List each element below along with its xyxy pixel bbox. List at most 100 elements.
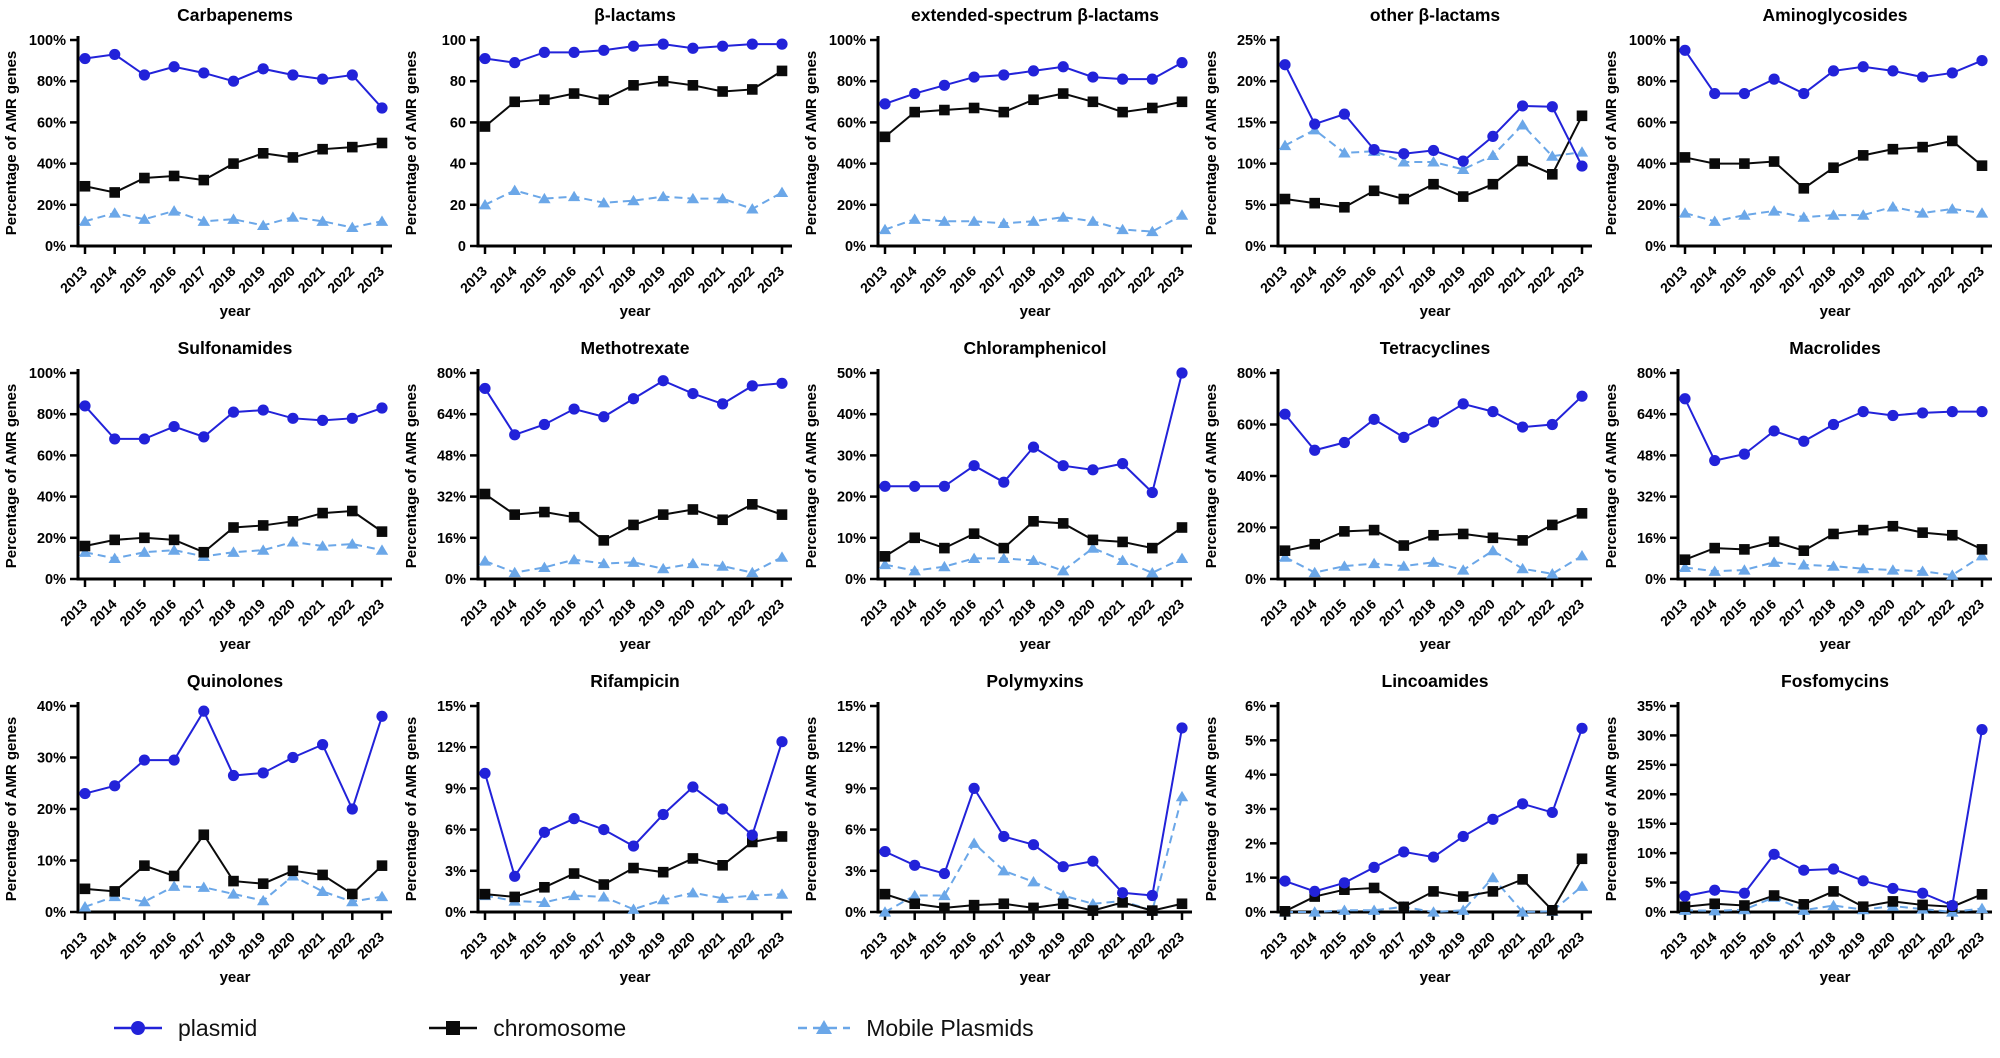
y-tick-label: 5%	[1245, 733, 1266, 749]
chromosome-legend-marker	[429, 1021, 478, 1035]
x-tick-label: 2017	[176, 263, 209, 296]
x-axis-title: year	[1820, 636, 1851, 653]
x-tick-label: 2021	[694, 263, 727, 296]
y-axis-title: Percentage of AMR genes	[403, 384, 420, 569]
x-tick-label: 2023	[1154, 596, 1187, 629]
y-axis-title: Percentage of AMR genes	[3, 717, 20, 902]
series-markers-mobile-plasmids	[78, 870, 389, 912]
x-tick-label: 2022	[724, 263, 757, 296]
x-tick-label: 2023	[354, 263, 387, 296]
legend-item-mobile-plasmids: Mobile Plasmids	[796, 1015, 1034, 1042]
y-tick-label: 40%	[1237, 469, 1266, 485]
x-tick-label: 2014	[1686, 929, 1719, 962]
x-tick-label: 2014	[1286, 596, 1319, 629]
x-axis-title: year	[1020, 969, 1051, 986]
x-tick-label: 2022	[1924, 929, 1957, 962]
series-line-mobile-plasmids	[484, 189, 783, 211]
x-tick-label: 2018	[605, 263, 638, 296]
x-tick-label: 2013	[1257, 263, 1290, 296]
chart-panel-chloramphenicol: Chloramphenicol 0% 10% 20% 30% 40% 50% 2013 2014…	[800, 333, 1200, 666]
y-tick-label: 80%	[1637, 366, 1666, 382]
y-axis-title: Percentage of AMR genes	[803, 717, 820, 902]
series-markers-chromosome	[879, 88, 1188, 143]
x-tick-label: 2020	[1465, 929, 1498, 962]
x-tick-label: 2020	[265, 929, 298, 962]
x-tick-label: 2020	[1065, 596, 1098, 629]
y-tick-label: 0%	[845, 905, 866, 921]
series-markers-chromosome	[479, 488, 788, 546]
x-tick-label: 2020	[1465, 596, 1498, 629]
x-axis-title: year	[1420, 969, 1451, 986]
y-tick-label: 3%	[845, 864, 866, 880]
x-tick-label: 2019	[1035, 263, 1068, 296]
series-markers-chromosome	[1679, 135, 1988, 194]
x-tick-label: 2019	[635, 596, 668, 629]
y-tick-label: 100%	[1629, 33, 1666, 49]
series-markers-plasmid	[1279, 722, 1588, 897]
chart-panel-extended-spectrum-lactams: extended-spectrum β-lactams 0% 20% 40% 60% 80…	[800, 0, 1200, 333]
chart-panel-macrolides: Macrolides 0% 16% 32% 48% 64% 80% 2013 2014 2015 2…	[1600, 333, 2000, 666]
x-tick-label: 2023	[754, 929, 787, 962]
y-axis-title: Percentage of AMR genes	[803, 51, 820, 236]
x-tick-label: 2021	[1494, 929, 1527, 962]
chart-panel-sulfonamides: Sulfonamides 0% 20% 40% 60% 80% 100% 2013 2014 20…	[0, 333, 400, 666]
x-tick-label: 2016	[946, 929, 979, 962]
chart-svg: Chloramphenicol 0% 10% 20% 30% 40% 50% 20132014…	[803, 338, 1192, 653]
x-tick-label: 2021	[1094, 596, 1127, 629]
x-tick-label: 2022	[724, 596, 757, 629]
mobile-plasmids-legend-marker	[798, 1020, 851, 1034]
series-markers-chromosome	[79, 829, 388, 900]
x-axis-title: year	[620, 969, 651, 986]
chart-svg: Macrolides0%16%32%48%64%80%2013201420152…	[1603, 338, 1992, 653]
x-tick-label: 2013	[57, 263, 90, 296]
x-tick-label: 2023	[754, 263, 787, 296]
y-tick-label: 48%	[1637, 448, 1666, 464]
y-tick-label: 100	[442, 33, 466, 49]
chart-title: Fosfomycins	[1781, 671, 1889, 691]
chart-panel-carbapenems: Carbapenems 0% 20% 40% 60% 80% 100% 2013 2014 201…	[0, 0, 400, 333]
x-tick-label: 2019	[235, 263, 268, 296]
y-tick-label: 15%	[437, 699, 466, 715]
x-tick-label: 2013	[857, 596, 890, 629]
series-markers-chromosome	[479, 831, 788, 903]
x-axis-title: year	[220, 636, 251, 653]
x-tick-label: 2016	[1746, 263, 1779, 296]
x-tick-label: 2018	[1005, 263, 1038, 296]
chart-title: Carbapenems	[177, 5, 293, 25]
x-tick-label: 2014	[486, 596, 519, 629]
y-tick-label: 20%	[37, 198, 66, 214]
y-tick-label: 100%	[29, 366, 66, 382]
series-markers-plasmid	[479, 38, 788, 69]
x-axis-title: year	[1020, 636, 1051, 653]
x-tick-label: 2020	[265, 596, 298, 629]
x-tick-label: 2016	[946, 596, 979, 629]
x-tick-label: 2015	[1316, 263, 1349, 296]
x-tick-label: 2019	[235, 596, 268, 629]
y-tick-label: 3%	[445, 864, 466, 880]
x-tick-label: 2022	[1124, 263, 1157, 296]
chart-svg: Methotrexate0%16%32%48%64%80%20132014201…	[403, 338, 792, 653]
x-tick-label: 2023	[1954, 929, 1987, 962]
y-axis-title: Percentage of AMR genes	[3, 51, 20, 236]
x-tick-label: 2013	[857, 263, 890, 296]
x-tick-label: 2017	[176, 596, 209, 629]
chart-panel-lincoamides: Lincoamides 0% 1% 2% 3% 4% 5% 6% 2013 2014 2015 201…	[1200, 666, 1600, 999]
chart-panel-polymyxins: Polymyxins 0% 3% 6% 9% 12% 15% 2013 2014 2015 2016…	[800, 666, 1200, 999]
y-axis-title: Percentage of AMR genes	[403, 717, 420, 902]
series-markers-chromosome	[1679, 520, 1988, 565]
x-tick-label: 2017	[976, 596, 1009, 629]
x-tick-label: 2017	[576, 263, 609, 296]
x-tick-label: 2014	[886, 929, 919, 962]
x-tick-label: 2019	[1835, 929, 1868, 962]
y-tick-label: 35%	[1637, 699, 1666, 715]
x-tick-label: 2017	[1776, 596, 1809, 629]
y-tick-label: 20%	[37, 531, 66, 547]
x-tick-label: 2017	[176, 929, 209, 962]
y-tick-label: 40%	[837, 407, 866, 423]
chart-panel-aminoglycosides: Aminoglycosides 0% 20% 40% 60% 80% 100% 2013 201…	[1600, 0, 2000, 333]
chart-svg: Aminoglycosides0%20%40%60%80%100%2013201…	[1603, 5, 1992, 320]
x-tick-label: 2014	[486, 929, 519, 962]
series-line-mobile-plasmids	[1684, 205, 1983, 223]
y-tick-label: 48%	[437, 448, 466, 464]
series-line-plasmid	[84, 709, 383, 812]
